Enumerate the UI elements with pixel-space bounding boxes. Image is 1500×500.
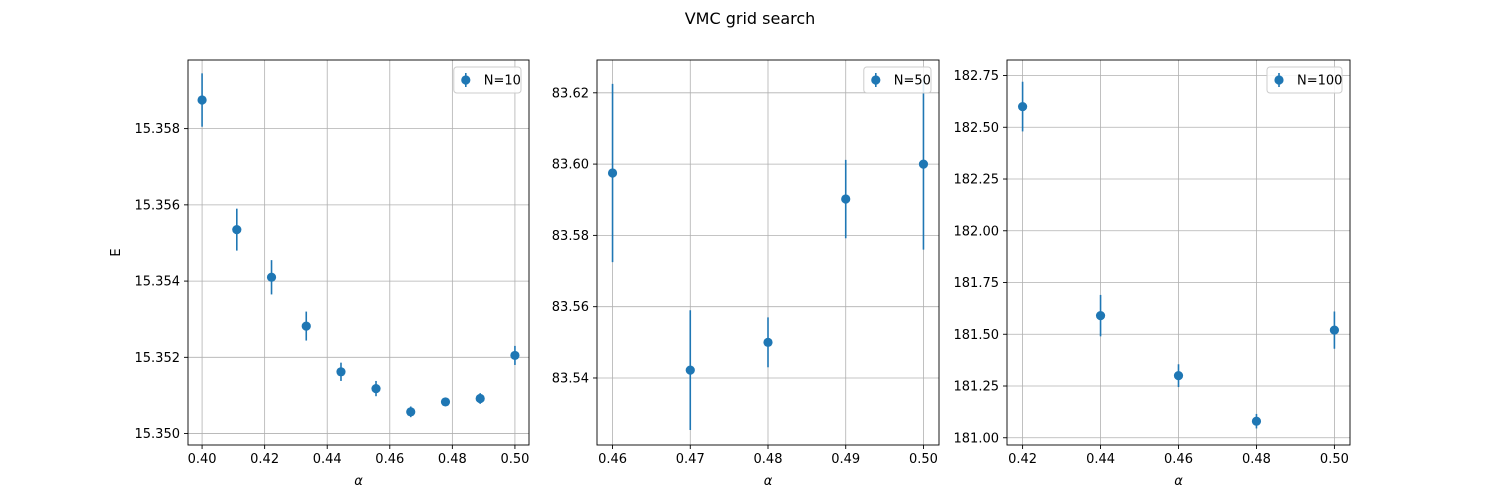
x-tick-label: 0.47 — [676, 452, 705, 467]
data-point — [1251, 416, 1262, 426]
y-tick-label: 83.58 — [552, 229, 589, 244]
legend-label: N=10 — [484, 74, 521, 89]
legend-label: N=100 — [1297, 74, 1342, 89]
data-point — [232, 225, 242, 235]
x-tick-label: 0.48 — [438, 452, 467, 467]
y-tick-label: 182.00 — [954, 224, 1000, 239]
x-tick-label: 0.46 — [598, 452, 627, 467]
grid — [1007, 60, 1350, 445]
y-tick-label: 181.50 — [954, 328, 1000, 343]
x-tick-label: 0.48 — [754, 452, 783, 467]
y-axis-label: E — [109, 248, 124, 256]
legend-box — [1266, 66, 1343, 94]
legend-label: N=50 — [894, 74, 931, 89]
data-point — [266, 272, 277, 282]
x-tick-label: 0.49 — [831, 452, 860, 467]
data-point — [685, 365, 695, 375]
y-tick-label: 83.60 — [552, 158, 589, 173]
x-tick-label: 0.50 — [1320, 452, 1349, 467]
data-point — [440, 397, 451, 407]
data-point — [1017, 101, 1028, 112]
data-point — [1329, 325, 1340, 335]
x-tick-label: 0.50 — [500, 452, 529, 467]
x-tick-label: 0.42 — [250, 452, 279, 467]
legend: N=100 — [1266, 66, 1343, 94]
legend-marker — [1274, 75, 1284, 85]
y-tick-label: 182.75 — [954, 69, 1000, 84]
y-tick-label: 15.356 — [135, 198, 181, 213]
figure-title: VMC grid search — [685, 9, 816, 28]
data-point — [1173, 371, 1184, 381]
y-tick-label: 15.354 — [135, 275, 181, 290]
data-point — [607, 168, 618, 178]
panel-n10: 0.40 0.42 0.44 0.46 0.48 0.50 15.350 15.352 15.3… — [109, 59, 530, 489]
data-point — [406, 407, 416, 417]
legend: N=50 — [863, 66, 932, 94]
y-tick-label: 181.75 — [954, 276, 1000, 291]
data-series — [607, 78, 929, 431]
y-tick-label: 181.25 — [954, 380, 1000, 395]
legend: N=10 — [453, 66, 522, 94]
data-point — [475, 393, 485, 404]
x-tick-label: 0.44 — [1086, 452, 1115, 467]
data-point — [197, 95, 207, 105]
legend-marker — [461, 75, 471, 85]
y-tick-label: 15.358 — [135, 122, 181, 137]
panel-n50: 0.46 0.47 0.48 0.49 0.50 83.54 83.56 83.58 83.60… — [552, 59, 940, 489]
x-tick-label: 0.48 — [1242, 452, 1271, 467]
data-point — [763, 337, 773, 347]
x-axis-label: α — [1174, 474, 1183, 489]
data-series — [197, 73, 520, 418]
legend-marker — [871, 75, 881, 85]
x-tick-label: 0.42 — [1008, 452, 1037, 467]
x-tick-label: 0.46 — [375, 452, 404, 467]
data-series — [1017, 81, 1340, 429]
data-point — [336, 367, 346, 377]
legend-box — [863, 66, 932, 94]
y-tick-label: 181.00 — [954, 431, 1000, 446]
panel-n100: 0.42 0.44 0.46 0.48 0.50 181.00 181.25 181.50 18… — [954, 59, 1351, 489]
axes-frame — [187, 59, 530, 446]
data-point — [841, 194, 851, 204]
y-tick-label: 15.350 — [135, 427, 181, 442]
x-axis-label: α — [354, 474, 363, 489]
data-point — [371, 383, 381, 394]
x-tick-label: 0.40 — [188, 452, 217, 467]
y-tick-label: 83.54 — [552, 371, 589, 386]
y-tick-label: 182.25 — [954, 173, 1000, 188]
x-tick-label: 0.44 — [313, 452, 342, 467]
y-tick-label: 83.56 — [552, 300, 589, 315]
x-tick-label: 0.50 — [909, 452, 938, 467]
y-tick-label: 15.352 — [135, 351, 181, 366]
y-tick-label: 83.62 — [552, 86, 589, 101]
grid — [597, 60, 939, 445]
grid — [188, 60, 529, 445]
data-point — [918, 159, 929, 169]
legend-box — [453, 66, 522, 94]
x-axis-label: α — [764, 474, 773, 489]
x-tick-label: 0.46 — [1164, 452, 1193, 467]
y-tick-label: 182.50 — [954, 121, 1000, 136]
data-point — [301, 321, 311, 331]
data-point — [1095, 311, 1106, 321]
data-point — [510, 350, 520, 361]
